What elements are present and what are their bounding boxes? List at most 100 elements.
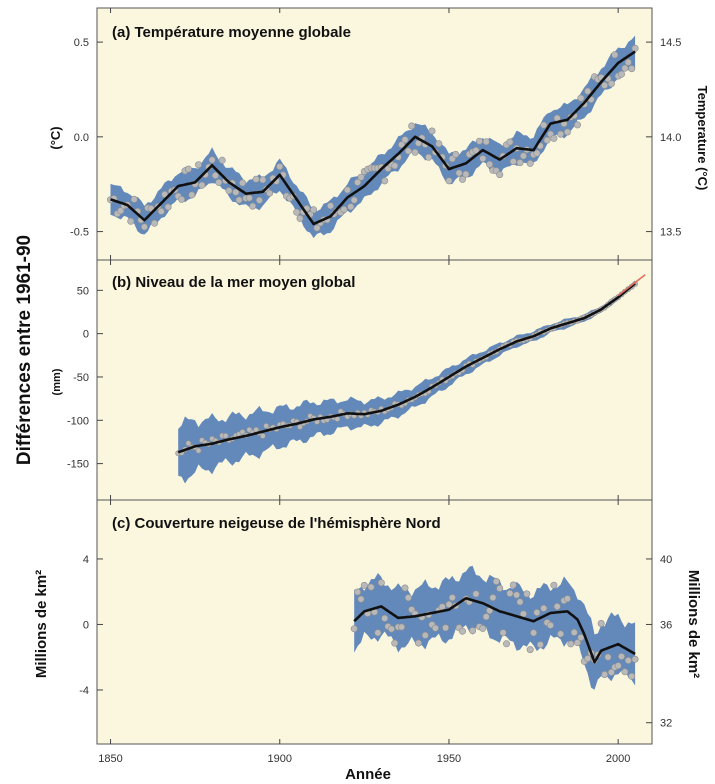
observation-point xyxy=(350,625,358,633)
observation-point xyxy=(597,619,605,627)
observation-point xyxy=(387,625,395,633)
observation-point xyxy=(195,447,202,454)
panel-a-data xyxy=(107,35,639,239)
observation-point xyxy=(411,148,419,156)
panel-a-title: (a) Température moyenne globale xyxy=(112,24,351,41)
axes: 0.50.0-0.514.514.013.5500-50-100-15040-4… xyxy=(67,8,681,765)
observation-point xyxy=(445,600,453,608)
observation-point xyxy=(428,127,436,135)
panel-a-left-unit: (°C) xyxy=(48,126,63,149)
observation-point xyxy=(628,672,636,680)
observation-point xyxy=(601,670,609,678)
observation-point xyxy=(357,595,365,603)
observation-point xyxy=(573,639,581,647)
observation-point xyxy=(516,598,524,606)
y-tick-label: -100 xyxy=(67,415,89,427)
observation-point xyxy=(117,207,125,215)
observation-point xyxy=(398,623,406,631)
observation-point xyxy=(573,121,581,129)
observation-point xyxy=(482,138,490,146)
observation-point xyxy=(458,627,466,635)
observation-point xyxy=(130,195,138,203)
observation-point xyxy=(479,624,487,632)
observation-point xyxy=(431,624,439,632)
observation-point xyxy=(519,152,527,160)
observation-point xyxy=(360,581,368,589)
observation-point xyxy=(577,94,585,102)
observation-point xyxy=(601,81,609,89)
observation-point xyxy=(140,223,148,231)
observation-point xyxy=(296,214,304,222)
observation-point xyxy=(479,155,487,163)
observation-point xyxy=(557,630,565,638)
y-tick-label: -4 xyxy=(79,685,89,697)
y-tick-label: 50 xyxy=(77,285,89,297)
observation-point xyxy=(506,138,514,146)
y-tick-label: 0 xyxy=(83,619,89,631)
observation-point xyxy=(617,70,625,78)
observation-point xyxy=(127,217,135,225)
observation-point xyxy=(198,181,206,189)
observation-point xyxy=(492,577,500,585)
observation-point xyxy=(354,178,362,186)
observation-point xyxy=(188,191,196,199)
observation-point xyxy=(184,165,192,173)
observation-point xyxy=(377,579,385,587)
observation-point xyxy=(624,58,632,66)
observation-point xyxy=(178,195,186,203)
observation-point xyxy=(350,196,358,204)
observation-point xyxy=(557,130,565,138)
shared-y-label: Différences entre 1961-90 xyxy=(14,235,35,465)
observation-point xyxy=(607,80,615,88)
observation-point xyxy=(509,158,517,166)
observation-point xyxy=(448,594,456,602)
observation-point xyxy=(266,189,274,197)
observation-point xyxy=(391,639,399,647)
y-tick-label: -50 xyxy=(73,372,89,384)
observation-point xyxy=(519,610,527,618)
y2-tick-label: 36 xyxy=(660,619,672,631)
observation-point xyxy=(259,433,266,439)
observation-point xyxy=(391,162,399,170)
observation-point xyxy=(499,629,507,637)
observation-point xyxy=(455,169,463,177)
observation-point xyxy=(472,590,480,598)
observation-point xyxy=(326,202,334,210)
observation-point xyxy=(367,583,375,591)
observation-point xyxy=(442,624,450,632)
observation-point xyxy=(195,161,203,169)
observation-point xyxy=(218,156,226,164)
observation-point xyxy=(577,634,585,642)
observation-point xyxy=(334,416,341,422)
observation-point xyxy=(475,137,483,145)
observation-point xyxy=(157,207,165,215)
panel-a-smoothed-line xyxy=(110,50,636,226)
observation-point xyxy=(567,640,575,648)
observation-point xyxy=(252,175,260,183)
observation-point xyxy=(486,160,494,168)
panel-c-title: (c) Couverture neigeuse de l'hémisphère … xyxy=(112,515,441,532)
observation-point xyxy=(381,177,389,185)
panel-c-data xyxy=(350,565,639,690)
panel-b-left-unit: (mm) xyxy=(51,368,63,395)
observation-point xyxy=(401,584,409,592)
observation-point xyxy=(263,422,270,429)
observation-point xyxy=(563,128,571,136)
observation-point xyxy=(523,590,531,598)
observation-point xyxy=(235,196,243,204)
observation-point xyxy=(628,65,636,73)
observation-point xyxy=(249,202,257,210)
panel-c-frame xyxy=(96,499,653,745)
observation-point xyxy=(611,51,619,59)
observation-point xyxy=(398,141,406,149)
observation-point xyxy=(215,178,223,186)
y2-tick-label: 14.5 xyxy=(660,37,681,49)
panel-b-satellite-segment xyxy=(617,274,646,297)
observation-point xyxy=(614,662,622,670)
observation-point xyxy=(222,432,229,439)
observation-point xyxy=(469,627,477,635)
observation-point xyxy=(502,640,510,648)
observation-point xyxy=(239,429,246,435)
observation-point xyxy=(617,652,625,660)
